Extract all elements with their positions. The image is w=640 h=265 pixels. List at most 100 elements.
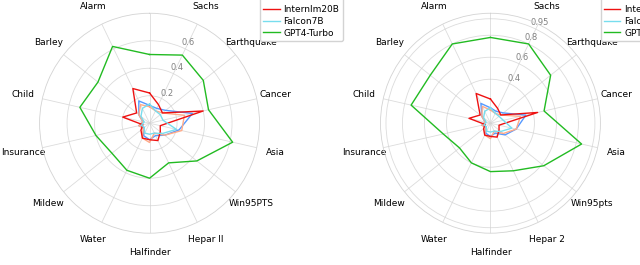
Internlm20B <box>486 135 494 138</box>
Line: Falcon7B: Falcon7B <box>484 108 512 132</box>
LLAMA13B <box>522 114 530 117</box>
Falcon7B <box>173 128 180 131</box>
Internlm20B <box>199 109 207 113</box>
GPT4-Turbo <box>94 81 102 84</box>
GPT4-Turbo <box>179 54 186 57</box>
LLAMA13B <box>513 127 520 131</box>
OPT6D7B <box>478 115 486 118</box>
GPT4-Turbo <box>509 169 517 172</box>
GPT4-Turbo <box>229 141 237 144</box>
OPT6D7B <box>135 124 143 127</box>
Falcon7B <box>495 115 503 118</box>
LLAMA13B <box>499 111 507 114</box>
OPT6D7B <box>146 105 154 108</box>
LLAMA13B <box>152 134 159 137</box>
GPT4-Turbo <box>92 134 100 137</box>
GPT4-Turbo <box>486 170 494 173</box>
Falcon7B <box>481 110 488 113</box>
Falcon7B <box>483 125 490 128</box>
OPT6D7B <box>146 105 154 108</box>
Internlm20B <box>493 135 501 139</box>
LLAMA13B <box>486 135 494 138</box>
OPT6D7B <box>490 130 498 133</box>
Internlm20B <box>146 91 154 95</box>
OPT6D7B <box>486 108 494 112</box>
OPT6D7B <box>479 105 486 108</box>
LLAMA13B <box>478 115 486 118</box>
Internlm20B <box>146 91 154 95</box>
GPT4-Turbo <box>547 74 554 77</box>
LLAMA13B <box>175 128 183 131</box>
GPT4-Turbo <box>146 177 154 180</box>
Internlm20B <box>159 111 166 114</box>
Internlm20B <box>481 123 489 126</box>
LLAMA13B <box>501 133 509 136</box>
LLAMA13B <box>486 106 494 109</box>
Line: Falcon7B: Falcon7B <box>141 104 177 134</box>
LLAMA13B <box>189 112 196 115</box>
OPT6D7B <box>481 120 489 123</box>
Internlm20B <box>139 123 147 126</box>
Falcon7B <box>483 130 490 133</box>
GPT4-Turbo <box>456 146 463 149</box>
LLAMA13B <box>146 138 154 141</box>
Falcon7B <box>156 113 164 116</box>
GPT4-Turbo <box>193 159 201 162</box>
Falcon7B <box>486 130 494 134</box>
LLAMA13B <box>146 104 154 107</box>
OPT6D7B <box>516 115 524 118</box>
Falcon7B <box>497 130 504 133</box>
GPT4-Turbo <box>468 161 476 165</box>
GPT4-Turbo <box>540 164 548 167</box>
OPT6D7B <box>513 127 520 131</box>
Line: Internlm20B: Internlm20B <box>469 94 538 137</box>
Falcon7B <box>499 119 507 122</box>
Falcon7B <box>138 107 146 110</box>
LLAMA13B <box>492 131 499 135</box>
LLAMA13B <box>492 110 500 113</box>
OPT6D7B <box>486 108 494 112</box>
Falcon7B <box>141 131 148 135</box>
OPT6D7B <box>150 131 158 135</box>
OPT6D7B <box>135 113 143 116</box>
Internlm20B <box>138 136 146 140</box>
Falcon7B <box>146 102 154 105</box>
LLAMA13B <box>135 113 143 116</box>
Falcon7B <box>152 109 159 112</box>
Internlm20B <box>156 130 164 133</box>
Falcon7B <box>486 106 494 109</box>
LLAMA13B <box>481 120 489 123</box>
OPT6D7B <box>481 126 489 129</box>
GPT4-Turbo <box>205 108 212 111</box>
GPT4-Turbo <box>525 42 532 46</box>
GPT4-Turbo <box>486 36 494 39</box>
Internlm20B <box>465 117 473 120</box>
Internlm20B <box>486 98 494 101</box>
Internlm20B <box>495 123 503 127</box>
Internlm20B <box>472 92 480 95</box>
OPT6D7B <box>146 141 154 144</box>
GPT4-Turbo <box>449 42 456 46</box>
OPT6D7B <box>139 120 147 123</box>
Falcon7B <box>140 120 148 123</box>
GPT4-Turbo <box>578 142 586 145</box>
Falcon7B <box>137 115 145 118</box>
Line: LLAMA13B: LLAMA13B <box>139 101 193 140</box>
Falcon7B <box>508 126 516 130</box>
LLAMA13B <box>161 134 168 137</box>
Internlm20B <box>155 103 163 106</box>
GPT4-Turbo <box>426 74 434 77</box>
GPT4-Turbo <box>123 169 131 172</box>
Falcon7B <box>140 126 148 129</box>
Line: OPT6D7B: OPT6D7B <box>482 106 520 139</box>
OPT6D7B <box>178 129 186 132</box>
Internlm20B <box>133 111 141 114</box>
OPT6D7B <box>481 134 488 137</box>
GPT4-Turbo <box>407 104 415 107</box>
GPT4-Turbo <box>200 79 207 82</box>
Falcon7B <box>146 133 154 136</box>
LLAMA13B <box>153 107 161 110</box>
OPT6D7B <box>478 123 486 127</box>
LLAMA13B <box>478 123 486 127</box>
OPT6D7B <box>180 114 188 117</box>
